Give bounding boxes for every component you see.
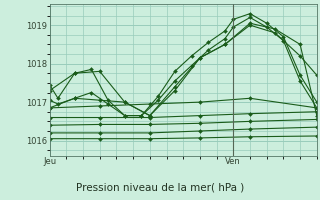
- Text: Pression niveau de la mer( hPa ): Pression niveau de la mer( hPa ): [76, 182, 244, 192]
